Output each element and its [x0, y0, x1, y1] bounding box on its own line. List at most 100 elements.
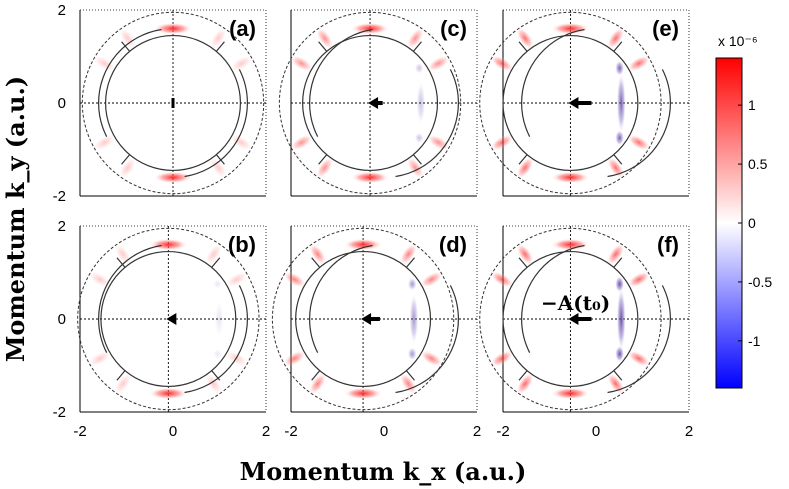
- side-lobe: [118, 27, 137, 50]
- y-tick-label: 2: [58, 2, 66, 19]
- inner-ring: [302, 34, 439, 172]
- top-lobe: [343, 238, 383, 251]
- center-marker: [171, 98, 175, 108]
- mid-ring-arc: [520, 244, 671, 395]
- side-lobe: [315, 156, 334, 179]
- side-lobe: [627, 55, 651, 72]
- colorbar-tick-label: 0: [748, 215, 756, 231]
- arrow-head: [361, 313, 372, 325]
- side-lobe: [289, 55, 314, 72]
- segment-divider: [613, 257, 623, 268]
- blue-interference-feature: [212, 279, 223, 289]
- arrow-head: [368, 97, 379, 109]
- panel-b: (b) 2 0 -2 -2 0 2: [53, 218, 271, 440]
- side-lobe: [426, 134, 451, 151]
- side-lobe: [308, 372, 327, 395]
- side-lobe: [606, 27, 625, 50]
- mid-ring-arc: [97, 244, 249, 395]
- mid-ring-arc: [309, 27, 460, 179]
- segment-divider: [518, 41, 528, 52]
- side-lobe: [516, 156, 535, 179]
- segment-divider: [211, 257, 221, 268]
- arrow-head: [166, 313, 177, 325]
- x-tick-label: -2: [496, 423, 509, 440]
- outer-dashed-ring: [77, 227, 260, 411]
- colorbar-tick-label: 1: [748, 97, 756, 113]
- panels-layer: (a) 2 0 -2 (b) 2 0 -2 -2 0 2 (c) (d) -2 0 2 (e) (f) -2 0 2 −A…: [53, 2, 694, 440]
- panel-label: (d): [439, 232, 467, 257]
- side-lobe: [627, 134, 651, 151]
- panel-label: (b): [228, 232, 256, 257]
- side-lobe: [627, 271, 651, 288]
- side-lobe: [490, 271, 514, 288]
- segment-divider: [121, 154, 131, 165]
- x-tick-label: 2: [262, 423, 270, 440]
- top-lobe: [350, 22, 390, 35]
- segment-divider: [211, 370, 221, 381]
- segment-divider: [318, 154, 328, 165]
- colorbar-tick-label: -0.5: [748, 274, 772, 290]
- outer-dashed-ring: [81, 11, 265, 195]
- x-tick-label: 0: [169, 423, 177, 440]
- panel-f: (f) -2 0 2 −A(t₀): [479, 225, 693, 440]
- outer-dashed-ring: [271, 227, 455, 411]
- mid-ring-arc: [309, 244, 460, 395]
- panel-label: (a): [229, 16, 256, 41]
- side-lobe: [289, 134, 314, 151]
- segment-divider: [311, 257, 321, 268]
- side-lobe: [606, 243, 625, 266]
- segment-divider: [116, 370, 126, 381]
- x-tick-label: 2: [685, 423, 693, 440]
- vector-potential-annotation: −A(t₀): [541, 291, 610, 315]
- panel-label: (c): [440, 16, 467, 41]
- side-lobe: [490, 350, 514, 367]
- panel-d: (d) -2 0 2: [271, 225, 481, 440]
- side-lobe: [209, 27, 228, 50]
- segment-divider: [613, 41, 623, 52]
- side-lobe: [282, 271, 307, 288]
- side-lobe: [516, 372, 535, 395]
- x-tick-label: -2: [284, 423, 297, 440]
- segment-divider: [311, 370, 321, 381]
- side-lobe: [406, 156, 425, 179]
- side-lobe: [204, 372, 223, 395]
- side-lobe: [92, 55, 117, 72]
- segment-divider: [116, 257, 126, 268]
- side-lobe: [92, 134, 117, 151]
- inner-ring: [502, 250, 639, 388]
- side-lobe: [315, 27, 334, 50]
- side-lobe: [426, 55, 451, 72]
- blue-interference-feature: [614, 129, 625, 146]
- blue-interference-feature: [614, 345, 625, 363]
- top-lobe: [550, 22, 590, 35]
- top-lobe: [148, 238, 188, 251]
- side-lobe: [419, 350, 444, 367]
- side-lobe: [490, 134, 514, 151]
- blue-interference-feature: [616, 286, 626, 352]
- side-lobe: [627, 350, 651, 367]
- blue-interference-feature: [414, 132, 424, 144]
- x-tick-label: 0: [592, 423, 600, 440]
- blue-interference-feature: [212, 349, 223, 359]
- outer-dashed-ring: [278, 11, 462, 195]
- side-lobe: [88, 271, 112, 288]
- side-lobe: [282, 350, 307, 367]
- side-lobe: [308, 243, 327, 266]
- inner-ring: [295, 250, 432, 388]
- colorbar-tick-label: 0.5: [748, 156, 768, 172]
- y-tick-label: 0: [58, 311, 66, 328]
- mid-ring-arc: [520, 27, 671, 179]
- bottom-lobe: [550, 387, 590, 400]
- panel-a: (a) 2 0 -2: [53, 2, 267, 205]
- arrow-head: [568, 313, 579, 325]
- side-lobe: [209, 156, 228, 179]
- y-axis-label: Momentum k_y (a.u.): [1, 76, 30, 362]
- side-lobe: [204, 243, 223, 266]
- side-lobe: [399, 243, 418, 266]
- blue-interference-feature: [407, 347, 417, 361]
- outer-dashed-ring: [479, 227, 662, 411]
- mid-ring-arc: [97, 27, 249, 179]
- blue-interference-feature: [414, 62, 424, 74]
- panel-c: (c): [278, 9, 478, 197]
